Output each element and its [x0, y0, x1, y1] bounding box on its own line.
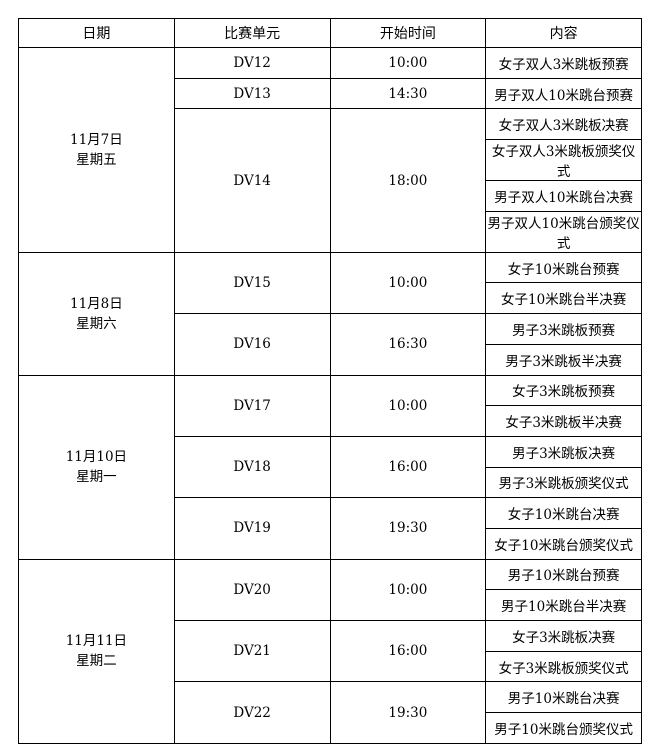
event-cell: 女子双人3米跳板颁奖仪式: [485, 139, 642, 182]
date-cell: 11月11日 星期二: [18, 558, 175, 744]
event-cell: 女子10米跳台半决赛: [485, 282, 642, 315]
unit-cell: DV20: [173, 558, 331, 622]
date-text: 11月11日: [65, 633, 128, 650]
unit-cell: DV17: [173, 374, 331, 437]
table-row: 女子10米跳台颁奖仪式: [19, 527, 642, 560]
table-row: 11月10日 星期一 DV17 10:00 女子3米跳板预赛: [18, 374, 642, 560]
table-row: 女子3米跳板颁奖仪式: [19, 650, 642, 683]
event-cell: 男子双人10米跳台预赛: [485, 77, 642, 110]
event-cell: 女子10米跳台决赛: [485, 497, 642, 529]
event-cell: 男子3米跳板颁奖仪式: [485, 466, 642, 499]
table-row: 11月8日 星期六 DV15 10:00 女子10米跳台预赛: [18, 251, 642, 376]
header-row: 日期 比赛单元 开始时间 内容: [18, 18, 642, 48]
date-text: 11月10日: [65, 449, 128, 466]
event-cell: 男子10米跳台颁奖仪式: [485, 712, 642, 744]
time-cell: 16:00: [329, 435, 487, 499]
weekday-text: 星期五: [76, 151, 117, 168]
date-cell: 11月7日星期五: [18, 47, 175, 253]
event-cell: 女子3米跳板预赛: [485, 374, 642, 407]
event-cell: 男子双人10米跳台决赛: [485, 180, 642, 212]
unit-cell: DV16: [173, 313, 331, 376]
event-cell: 男子10米跳台预赛: [485, 558, 642, 591]
table-row: DV14 18:00 女子双人3米跳板决赛: [19, 108, 642, 253]
event-cell: 女子3米跳板半决赛: [485, 405, 642, 437]
weekday-text: 星期一: [76, 469, 117, 486]
date-cell: 11月10日 星期一: [18, 374, 175, 560]
table-row: DV13 14:30 男子双人10米跳台预赛: [19, 77, 642, 110]
time-cell: 10:00: [329, 47, 487, 79]
unit-cell: DV22: [173, 681, 331, 744]
unit-cell: DV19: [173, 497, 331, 560]
table-row: 男子10米跳台颁奖仪式: [19, 712, 642, 744]
time-cell: 16:00: [329, 619, 487, 683]
table-row: 女子10米跳台半决赛: [19, 282, 642, 315]
event-cell: 女子3米跳板颁奖仪式: [485, 650, 642, 683]
header-date: 日期: [18, 18, 175, 48]
table-row: DV19 19:30 女子10米跳台决赛: [19, 497, 642, 560]
unit-cell: DV18: [173, 435, 331, 499]
event-cell: 女子10米跳台颁奖仪式: [485, 527, 642, 560]
table-row: 11月7日 星期五 DV12 10:00 女子双人3米跳板预赛: [18, 47, 642, 253]
time-cell: 10:00: [329, 251, 487, 315]
event-cell: 男子10米跳台半决赛: [485, 589, 642, 621]
time-cell: 10:00: [329, 374, 487, 437]
date-cell: 11月8日星期六: [18, 251, 175, 376]
table-row: 男子3米跳板颁奖仪式: [19, 466, 642, 499]
event-cell: 男子双人10米跳台颁奖仪式: [485, 210, 642, 253]
table-row: 男子双人10米跳台决赛: [19, 180, 642, 212]
table-row: DV21 16:00 女子3米跳板决赛: [19, 619, 642, 683]
schedule-table: 日期 比赛单元 开始时间 内容 11月7日 星期五 DV12 10:00 女子双人3米跳…: [18, 18, 642, 744]
unit-cell: DV14: [173, 108, 331, 253]
event-cell: 男子3米跳板预赛: [485, 313, 642, 345]
date-text: 11月7日: [69, 131, 123, 148]
unit-cell: DV13: [173, 77, 331, 110]
event-cell: 女子双人3米跳板预赛: [485, 47, 642, 79]
header-time: 开始时间: [329, 18, 487, 48]
time-cell: 14:30: [329, 77, 487, 110]
schedule-body: 11月7日 星期五 DV12 10:00 女子双人3米跳板预赛 DV13 14:30 男子双人…: [18, 47, 642, 744]
unit-cell: DV12: [173, 47, 331, 79]
header-content: 内容: [485, 18, 642, 48]
event-cell: 女子10米跳台预赛: [485, 251, 642, 284]
table-row: 女子3米跳板半决赛: [19, 405, 642, 437]
event-cell: 女子双人3米跳板决赛: [485, 108, 642, 141]
weekday-text: 星期二: [76, 653, 117, 670]
table-row: DV18 16:00 男子3米跳板决赛: [19, 435, 642, 499]
time-cell: 16:30: [329, 313, 487, 376]
event-cell: 男子3米跳板决赛: [485, 435, 642, 468]
table-row: 11月11日 星期二 DV20 10:00 男子10米跳台预赛: [18, 558, 642, 744]
unit-cell: DV21: [173, 619, 331, 683]
table-row: 男子3米跳板半决赛: [19, 343, 642, 376]
event-cell: 男子3米跳板半决赛: [485, 343, 642, 376]
header-unit: 比赛单元: [173, 18, 331, 48]
table-row: 男子双人10米跳台颁奖仪式: [19, 210, 642, 253]
time-cell: 18:00: [329, 108, 487, 253]
time-cell: 10:00: [329, 558, 487, 622]
event-cell: 女子3米跳板决赛: [485, 620, 642, 652]
weekday-text: 星期六: [76, 315, 117, 332]
time-cell: 19:30: [329, 681, 487, 744]
time-cell: 19:30: [329, 497, 487, 560]
event-cell: 男子10米跳台决赛: [485, 681, 642, 714]
table-row: 女子双人3米跳板颁奖仪式: [19, 139, 642, 182]
date-text: 11月8日: [69, 295, 123, 312]
unit-cell: DV15: [173, 251, 331, 315]
